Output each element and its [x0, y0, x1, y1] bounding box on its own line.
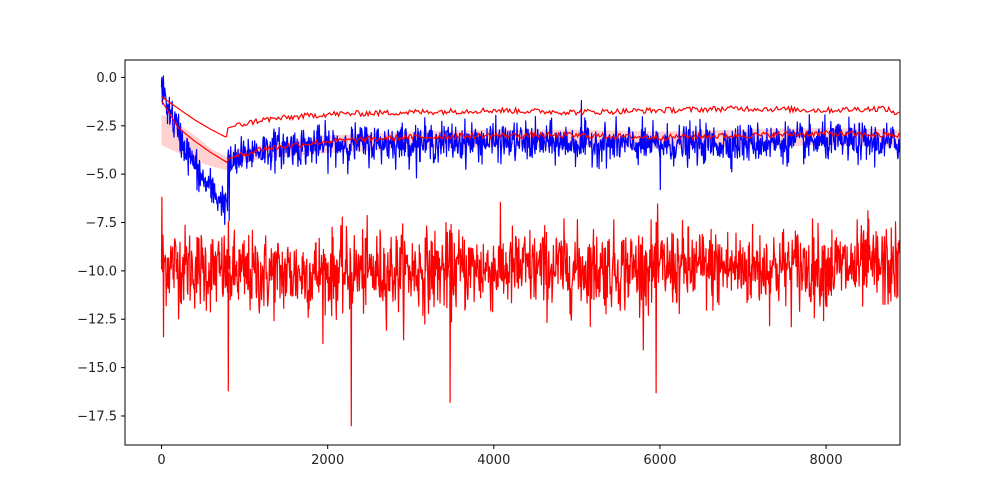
x-tick-label: 8000 — [810, 453, 843, 468]
x-tick-label: 6000 — [643, 453, 676, 468]
y-tick-label: −7.5 — [85, 216, 117, 231]
series-line-0 — [160, 75, 900, 225]
y-tick-label: 0.0 — [96, 71, 117, 86]
axes: 0 2000 4000 6000 8000 0.0 −2.5 −5.0 −7.5 −10.0 −12… — [77, 59, 901, 468]
y-tick-label: −17.5 — [77, 409, 117, 424]
series-line-1 — [160, 196, 900, 427]
series-line-3 — [160, 100, 900, 163]
y-tick-label: −15.0 — [77, 361, 117, 376]
x-tick-label: 0 — [157, 453, 165, 468]
x-tick-label: 2000 — [311, 453, 344, 468]
y-tick-label: −12.5 — [77, 313, 117, 328]
confidence-band-0 — [161, 114, 900, 171]
x-tick-label: 4000 — [477, 453, 510, 468]
series-line-2 — [161, 96, 900, 138]
plot-area — [160, 75, 900, 427]
y-tick-label: −2.5 — [85, 119, 117, 134]
y-tick-label: −5.0 — [85, 168, 117, 183]
axes-frame — [124, 59, 901, 446]
y-tick-label: −10.0 — [77, 264, 117, 279]
